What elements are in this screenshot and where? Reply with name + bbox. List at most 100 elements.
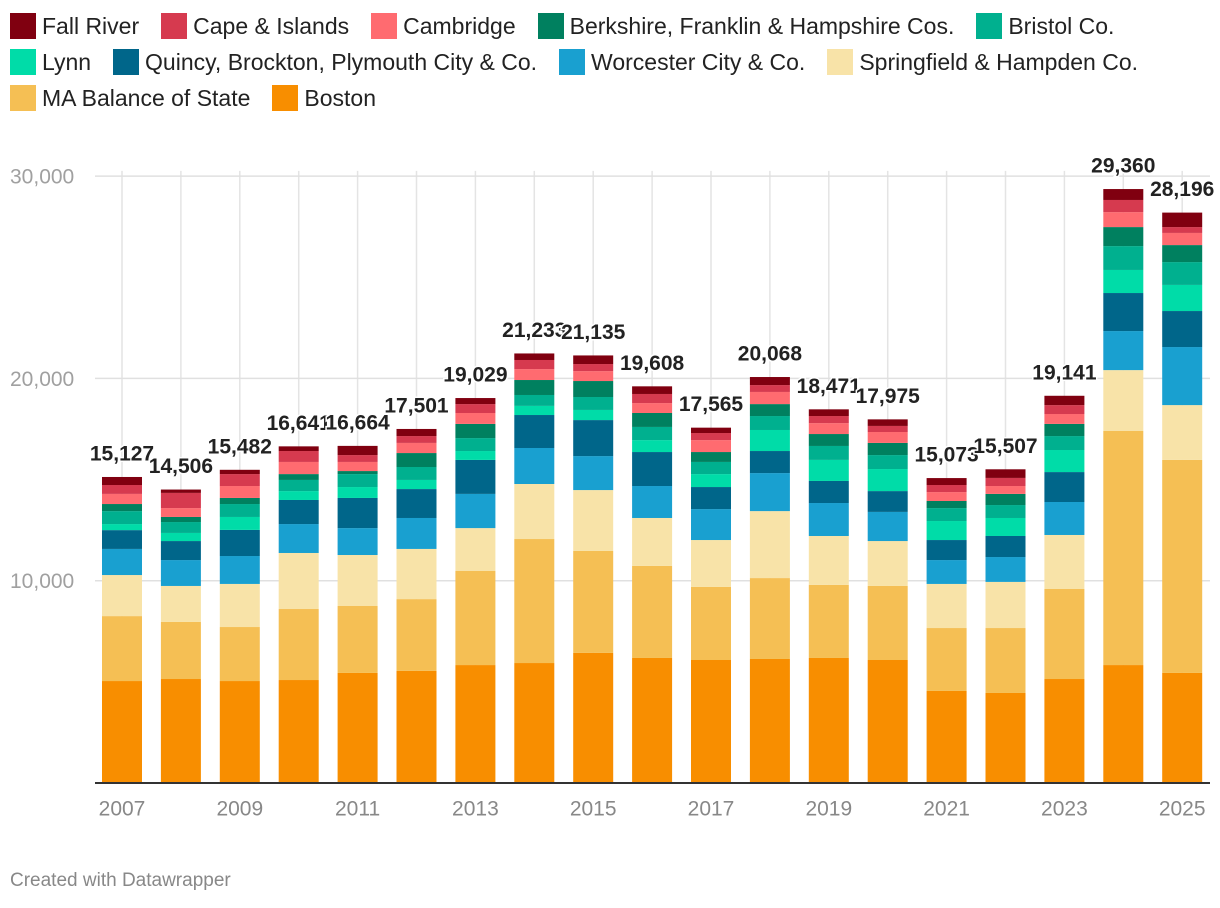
x-tick-label: 2013 — [452, 798, 499, 821]
bar-segment — [573, 550, 614, 653]
bar-segment — [985, 505, 1026, 518]
bar-segment — [455, 404, 496, 413]
legend-label: Cambridge — [403, 12, 516, 39]
bar-segment — [808, 416, 849, 424]
legend-item: MA Balance of State — [10, 84, 250, 112]
bar-segment — [102, 476, 142, 486]
bar-segment — [749, 429, 790, 452]
bar-segment — [514, 394, 555, 406]
bar-segment — [514, 663, 555, 783]
bar-segment — [926, 583, 967, 629]
total-label: 17,975 — [856, 385, 921, 408]
legend-swatch — [559, 49, 586, 75]
bar-segment — [867, 432, 908, 443]
bar-segment — [219, 627, 260, 682]
legend-label: Bristol Co. — [1008, 12, 1115, 39]
bar-segment — [1044, 405, 1085, 415]
legend-label: Fall River — [42, 12, 140, 39]
bar-segment — [219, 474, 260, 487]
bar-segment — [455, 423, 496, 439]
legend-label: Boston — [304, 84, 377, 111]
bar-segment — [985, 493, 1026, 506]
legend-swatch — [371, 13, 398, 39]
bar-segment — [160, 541, 201, 561]
bar-segment — [1162, 232, 1203, 246]
total-label: 15,127 — [90, 443, 154, 466]
bar-segment — [102, 681, 142, 783]
bar-segment — [160, 492, 201, 509]
bar-segment — [573, 420, 614, 457]
bar-segment — [749, 511, 790, 579]
bar-segment — [691, 461, 731, 475]
legend-item: Berkshire, Franklin & Hampshire Cos. — [537, 12, 954, 40]
bar-segment — [455, 459, 496, 494]
legend-swatch — [272, 85, 299, 111]
bar-segment — [1044, 588, 1085, 680]
bar-segment — [160, 489, 201, 493]
bar-segment — [396, 489, 437, 518]
bar-segment — [985, 469, 1026, 478]
bar-segment — [455, 438, 496, 452]
legend-item: Fall River — [10, 12, 139, 40]
bar-segment — [1044, 436, 1085, 451]
x-tick-label: 2025 — [1159, 798, 1206, 821]
bar-segment — [396, 453, 437, 468]
total-label: 15,073 — [914, 444, 978, 467]
bar-segment — [455, 665, 496, 783]
bar-segment — [455, 412, 496, 424]
legend-item: Boston — [272, 84, 376, 112]
y-tick-label: 20,000 — [10, 368, 74, 391]
bar-segment — [1162, 227, 1203, 233]
bar-segment — [1044, 450, 1085, 473]
bar-segment — [219, 681, 260, 783]
bar-segment — [926, 628, 967, 691]
bar-segment — [160, 522, 201, 533]
bar-segment — [455, 493, 496, 529]
bar-segment — [160, 560, 201, 586]
source: Created with Datawrapper — [10, 870, 231, 891]
total-label: 18,471 — [797, 375, 862, 398]
bar-segment — [102, 616, 142, 682]
bar-segment — [926, 521, 967, 541]
bar-segment — [926, 478, 967, 486]
legend: Fall River Cape & Islands Cambridge Berkshi… — [10, 12, 1200, 112]
bar-segment — [691, 427, 731, 434]
bar-segment — [749, 404, 790, 417]
bar-segment — [808, 409, 849, 417]
legend-swatch — [10, 13, 36, 39]
bar-segment — [632, 426, 673, 441]
legend-label: MA Balance of State — [42, 84, 251, 111]
bar-segment — [749, 578, 790, 659]
bar-segment — [337, 487, 378, 498]
total-label: 17,501 — [384, 395, 449, 418]
bar-segment — [160, 516, 201, 523]
total-label: 17,565 — [679, 393, 744, 416]
bar-segment — [749, 451, 790, 474]
bar-segment — [396, 428, 437, 437]
total-label: 29,360 — [1091, 155, 1155, 178]
bar-segment — [691, 440, 731, 453]
bar-segment — [337, 471, 378, 475]
bar-segment — [396, 548, 437, 600]
bar-segment — [573, 652, 614, 783]
bar-segment — [1103, 370, 1144, 431]
bar-segment — [1162, 245, 1203, 263]
legend-item: Cape & Islands — [161, 12, 349, 40]
bar-segment — [160, 679, 201, 783]
bar-segment — [102, 530, 142, 549]
x-tick-label: 2023 — [1041, 798, 1088, 821]
bar-segment — [867, 585, 908, 661]
legend-item: Quincy, Brockton, Plymouth City & Co. — [113, 48, 537, 76]
bar-segment — [985, 486, 1026, 494]
total-label: 28,196 — [1150, 178, 1214, 201]
bar-segment — [1103, 246, 1144, 270]
bar-segment — [1162, 262, 1203, 285]
bar-segment — [278, 680, 319, 783]
bar-segment — [573, 371, 614, 382]
bar-segment — [337, 445, 378, 456]
bar-segment — [691, 474, 731, 488]
bar-segment — [278, 609, 319, 681]
bar-segment — [632, 440, 673, 453]
bar-segment — [808, 434, 849, 446]
total-label: 15,507 — [973, 435, 1037, 458]
